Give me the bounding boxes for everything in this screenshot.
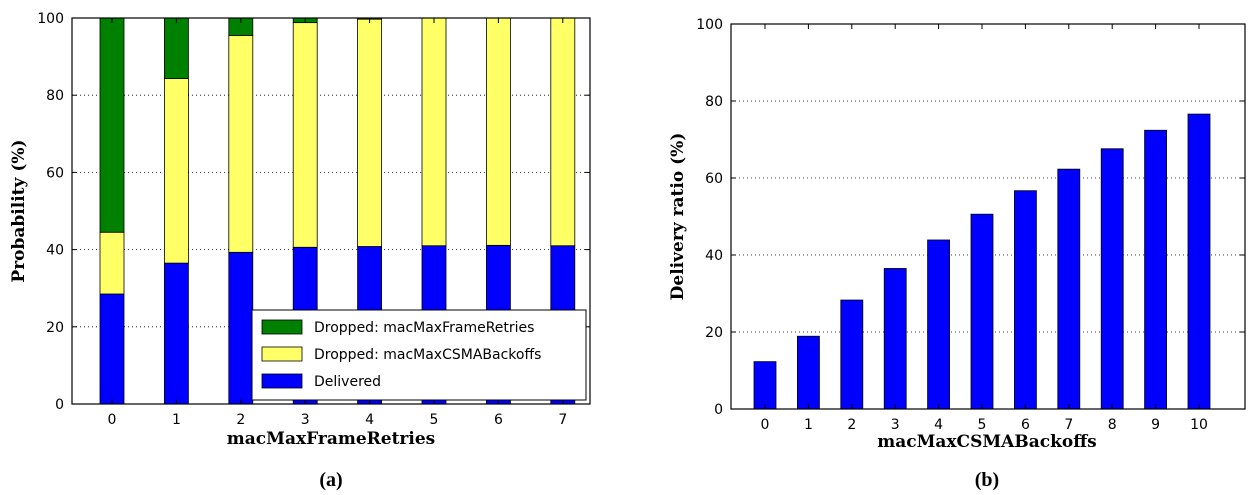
a-bar-segment	[357, 18, 383, 247]
a-legend-label: Dropped: macMaxFrameRetries	[314, 320, 534, 336]
a-legend-swatch	[261, 373, 303, 389]
b-bar	[797, 335, 820, 410]
a-bar-segment	[228, 251, 254, 405]
b-y-tick-label: 80	[705, 94, 723, 110]
b-bars	[753, 113, 1211, 410]
b-bar	[1057, 168, 1081, 410]
a-y-tick-label: 40	[46, 243, 64, 259]
b-y-axis-label: Delivery ratio (%)	[668, 133, 688, 301]
a-legend-swatch	[261, 319, 303, 335]
b-bar	[883, 268, 907, 410]
a-legend-box	[251, 309, 587, 401]
b-bar	[840, 299, 864, 410]
a-y-tick-label: 0	[55, 397, 64, 413]
a-bar-segment	[99, 231, 125, 295]
b-x-tick-label: 8	[1108, 417, 1117, 433]
a-gridlines	[72, 94, 590, 328]
a-x-tick-label: 5	[430, 412, 439, 428]
a-x-tick-label: 2	[236, 412, 245, 428]
a-y-ticks: 0 20 40 60 80 100	[37, 11, 590, 413]
a-bar-segment	[163, 17, 189, 80]
b-bar	[1014, 190, 1037, 410]
a-legend-swatch	[261, 346, 303, 362]
a-y-axis-label: Probability (%)	[9, 139, 29, 282]
a-x-tick-label: 1	[172, 412, 181, 428]
b-y-tick-label: 0	[714, 402, 723, 418]
a-caption: (a)	[319, 469, 342, 491]
b-bar	[927, 239, 950, 410]
b-plot-frame	[730, 23, 1246, 410]
a-y-tick-label: 20	[46, 320, 64, 336]
b-bar	[1187, 113, 1211, 410]
b-x-tick-label: 4	[934, 417, 943, 433]
b-bar	[1100, 148, 1124, 410]
b-x-tick-label: 5	[978, 417, 987, 433]
a-y-tick-label: 60	[46, 165, 64, 181]
a-plot-frame	[71, 17, 591, 405]
a-x-ticks: 0 1 2 3 4 5 6 7	[108, 18, 567, 428]
b-x-axis-label: macMaxCSMABackoffs	[877, 432, 1097, 452]
b-bar	[1144, 129, 1167, 410]
a-bar-segment	[228, 34, 254, 253]
b-bar	[970, 213, 994, 410]
b-x-ticks: 0 1 2 3 4 5 6 7 8 9 10	[761, 24, 1208, 433]
b-x-tick-label: 0	[761, 417, 770, 433]
a-legend-label: Delivered	[314, 374, 381, 390]
a-x-tick-label: 4	[365, 412, 374, 428]
b-x-tick-label: 1	[804, 417, 813, 433]
a-x-tick-label: 0	[108, 412, 117, 428]
panel-a: 0 20 40 60 80 100 0 1 2 3 4 5 6 7 macMaxFrameRetries…	[9, 11, 591, 491]
b-x-tick-label: 2	[847, 417, 856, 433]
a-legend-label: Dropped: macMaxCSMABackoffs	[314, 347, 541, 363]
b-y-tick-label: 60	[705, 171, 723, 187]
a-x-axis-label: macMaxFrameRetries	[227, 429, 435, 449]
a-legend: Dropped: macMaxFrameRetries Dropped: macM…	[251, 309, 587, 401]
a-x-tick-label: 6	[494, 412, 503, 428]
a-bar-segment	[485, 17, 511, 246]
a-bar-segment	[550, 17, 576, 247]
b-y-tick-label: 20	[705, 325, 723, 341]
a-x-tick-label: 3	[301, 412, 310, 428]
b-x-tick-label: 7	[1064, 417, 1073, 433]
a-bar-segment	[163, 78, 189, 264]
a-bar-segment	[99, 293, 125, 405]
a-y-tick-label: 100	[37, 11, 64, 27]
a-bar-segment	[292, 22, 318, 248]
b-x-tick-label: 6	[1021, 417, 1030, 433]
b-x-tick-label: 9	[1151, 417, 1160, 433]
b-y-ticks: 0 20 40 60 80 100	[696, 17, 1245, 418]
a-bar-segment	[421, 17, 447, 247]
panel-b: 0 20 40 60 80 100 0 1 2 3 4 5 6 7 8 9 10 macMaxCSMABack…	[668, 17, 1246, 491]
a-y-tick-label: 80	[46, 88, 64, 104]
b-y-tick-label: 40	[705, 248, 723, 264]
b-caption: (b)	[975, 469, 999, 491]
b-y-tick-label: 100	[696, 17, 723, 33]
b-bar	[753, 361, 777, 410]
a-bar-segment	[99, 17, 125, 233]
b-x-tick-label: 3	[891, 417, 900, 433]
b-x-tick-label: 10	[1190, 417, 1208, 433]
a-bar-segment	[163, 262, 189, 405]
a-x-tick-label: 7	[558, 412, 567, 428]
